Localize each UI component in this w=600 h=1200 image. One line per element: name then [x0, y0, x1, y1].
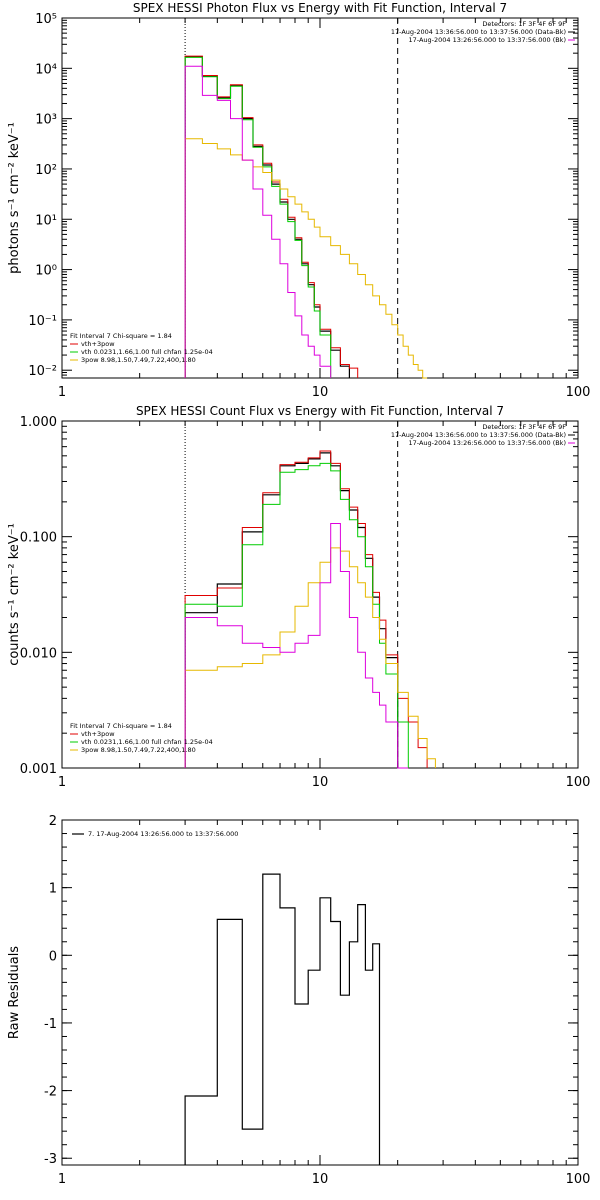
info-line: Detectors: 1F 3F 4F 6F 9F	[482, 423, 566, 431]
y-tick-label: 10³	[35, 113, 57, 128]
y-tick-label: 10⁰	[35, 264, 57, 279]
chart-title: SPEX HESSI Photon Flux vs Energy with Fi…	[133, 1, 507, 15]
y-tick-label: 0.100	[20, 531, 57, 546]
fit-line: vth 0.0231,1.66,1.00 full chfan 1.25e-04	[81, 348, 213, 356]
y-tick-label: 0.010	[20, 646, 57, 661]
y-tick-label: -1	[44, 1017, 57, 1032]
series-histogram-5	[184, 523, 409, 769]
x-tick-label: 100	[566, 775, 591, 790]
x-tick-label: 10	[312, 775, 329, 790]
fit-line: vth+3pow	[81, 340, 115, 348]
chart-panel-1: SPEX HESSI Photon Flux vs Energy with Fi…	[7, 1, 590, 400]
series-histogram-4	[184, 547, 436, 768]
x-tick-label: 10	[312, 1172, 329, 1187]
y-tick-label: 10⁻²	[28, 364, 57, 379]
fit-line: vth 0.0231,1.66,1.00 full chfan 1.25e-04	[81, 738, 213, 746]
info-line: 17-Aug-2004 13:26:56.000 to 13:37:56.000…	[409, 439, 566, 447]
y-tick-label: 1.000	[20, 415, 57, 430]
y-axis-label: photons s⁻¹ cm⁻² keV⁻¹	[7, 122, 22, 274]
x-tick-label: 1	[58, 1172, 66, 1187]
series-histogram-1	[184, 873, 381, 1165]
x-tick-label: 1	[58, 775, 66, 790]
y-tick-label: 10¹	[35, 213, 57, 228]
fit-header: Fit Interval 7 Chi-square = 1.84	[70, 722, 172, 730]
y-tick-label: 10⁵	[35, 12, 57, 27]
y-tick-label: 10⁻¹	[28, 314, 57, 329]
info-line: Detectors: 1F 3F 4F 6F 9F	[482, 20, 566, 28]
y-tick-label: 2	[49, 814, 57, 829]
y-tick-label: 0.001	[20, 762, 57, 777]
fit-header: Fit Interval 7 Chi-square = 1.84	[70, 332, 172, 340]
x-tick-label: 100	[566, 385, 591, 400]
info-line: 17-Aug-2004 13:36:56.000 to 13:37:56.000…	[391, 28, 566, 36]
series-histogram-5	[184, 65, 332, 378]
fit-line: 3pow 8.98,1.50,7.49,7.22,400,1.80	[81, 356, 196, 364]
fit-line: vth+3pow	[81, 730, 115, 738]
chart-panel-3: 1 10 100 -3 -2 -1 0 1 2 Raw Residuals 7. 17-Aug-20…	[7, 814, 590, 1187]
series-histogram-3	[184, 462, 409, 768]
y-tick-label: 10²	[35, 163, 57, 178]
y-axis-label: counts s⁻¹ cm⁻² keV⁻¹	[7, 523, 22, 666]
legend: 7. 17-Aug-2004 13:26:56.000 to 13:37:56.…	[72, 830, 238, 838]
series-histogram-1	[184, 56, 350, 378]
info-line: 17-Aug-2004 13:26:56.000 to 13:37:56.000…	[409, 36, 566, 44]
x-tick-label: 10	[312, 385, 329, 400]
y-tick-label: 10⁴	[35, 62, 57, 77]
y-tick-label: -2	[44, 1085, 57, 1100]
legend-label: 7. 17-Aug-2004 13:26:56.000 to 13:37:56.…	[88, 830, 238, 838]
y-axis-label: Raw Residuals	[7, 946, 22, 1039]
series-histogram-3	[184, 56, 332, 378]
info-line: 17-Aug-2004 13:36:56.000 to 13:37:56.000…	[391, 431, 566, 439]
fit-parameters: Fit Interval 7 Chi-square = 1.84vth+3pow…	[70, 722, 213, 754]
chart-panel-2: SPEX HESSI Count Flux vs Energy with Fit…	[7, 404, 590, 790]
x-tick-label: 1	[58, 385, 66, 400]
fit-line: 3pow 8.98,1.50,7.49,7.22,400,1.80	[81, 746, 196, 754]
chart-title: SPEX HESSI Count Flux vs Energy with Fit…	[136, 404, 504, 418]
y-tick-label: 1	[49, 882, 57, 897]
fit-parameters: Fit Interval 7 Chi-square = 1.84vth+3pow…	[70, 332, 213, 364]
x-tick-label: 100	[566, 1172, 591, 1187]
y-tick-label: 0	[49, 949, 57, 964]
y-tick-label: -3	[44, 1152, 57, 1167]
